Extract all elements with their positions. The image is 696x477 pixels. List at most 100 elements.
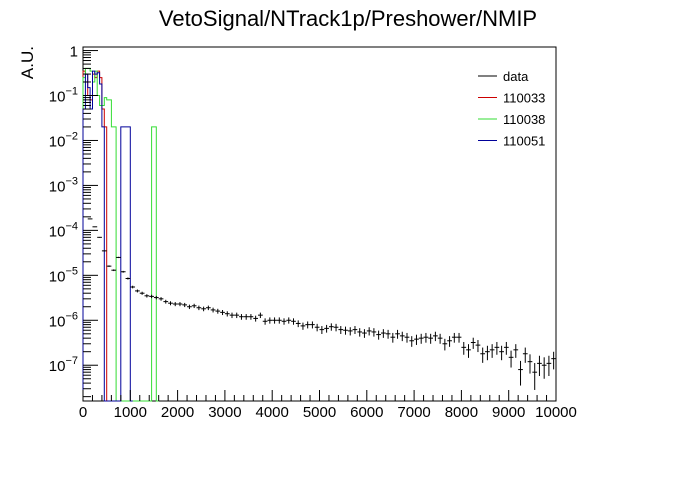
- data-point: [225, 311, 230, 316]
- data-point: [523, 348, 528, 363]
- data-point: [485, 346, 490, 360]
- data-point: [390, 333, 395, 343]
- data-point: [277, 317, 282, 323]
- data-point: [130, 286, 135, 289]
- data-point: [296, 320, 301, 327]
- data-point: [367, 327, 372, 335]
- data-point: [324, 325, 329, 333]
- data-point: [362, 329, 367, 338]
- data-point: [140, 292, 145, 295]
- data-point: [513, 344, 518, 358]
- legend-entry: 110033: [478, 91, 545, 106]
- x-tick-label: 3000: [208, 404, 241, 421]
- legend-entry: data: [478, 69, 529, 84]
- data-point: [409, 336, 414, 347]
- data-point: [239, 314, 244, 320]
- x-tick-label: 6000: [350, 404, 383, 421]
- data-point: [267, 317, 272, 323]
- data-point: [480, 348, 485, 363]
- data-point: [343, 327, 348, 335]
- data-point: [528, 354, 533, 373]
- plot-area: [83, 47, 556, 401]
- data-point: [253, 316, 258, 322]
- data-point: [182, 303, 187, 307]
- data-point: [116, 257, 121, 258]
- y-tick-label: 1: [70, 44, 78, 61]
- data-point: [542, 357, 547, 378]
- y-tick-label: 10−6: [49, 310, 78, 330]
- data-point: [272, 317, 277, 323]
- legend-label: 110033: [503, 91, 545, 106]
- data-point: [348, 327, 353, 335]
- data-point: [428, 334, 433, 344]
- data-point: [111, 269, 116, 271]
- data-point: [499, 346, 504, 360]
- data-point: [244, 314, 249, 320]
- y-axis-tick-labels: 110−110−210−310−410−510−610−7: [49, 44, 78, 376]
- data-point: [230, 313, 235, 318]
- data-point: [135, 290, 140, 293]
- data-point: [419, 334, 424, 344]
- data-point: [476, 340, 481, 352]
- histogram-lines: [83, 68, 159, 401]
- data-point: [334, 324, 339, 331]
- data-point: [291, 318, 296, 324]
- data-point: [159, 297, 164, 301]
- x-tick-label: 7000: [397, 404, 430, 421]
- data-point: [509, 351, 514, 368]
- data-point: [192, 304, 197, 308]
- data-point: [282, 318, 287, 324]
- data-point: [338, 326, 343, 334]
- data-points: [83, 82, 556, 390]
- legend: data 110033 110038 110051: [478, 69, 545, 149]
- data-point: [452, 333, 457, 343]
- data-point: [126, 277, 131, 279]
- x-tick-label: 1000: [114, 404, 147, 421]
- x-tick-label: 10000: [535, 404, 577, 421]
- data-point: [97, 237, 102, 238]
- data-point: [532, 363, 537, 390]
- y-tick-label: 10−2: [49, 130, 78, 150]
- data-point: [447, 336, 452, 347]
- data-point: [102, 250, 107, 251]
- data-point: [372, 328, 377, 336]
- data-point: [381, 329, 386, 338]
- data-point: [121, 271, 126, 273]
- legend-label: 110038: [503, 112, 545, 127]
- legend-entry: 110051: [478, 134, 545, 149]
- data-point: [395, 330, 400, 339]
- data-point: [301, 323, 306, 330]
- data-point: [551, 352, 556, 370]
- data-point: [144, 294, 149, 297]
- y-tick-label: 10−3: [49, 175, 78, 195]
- data-point: [518, 361, 523, 386]
- data-point: [461, 342, 466, 355]
- data-point: [400, 332, 405, 341]
- y-tick-label: 10−4: [49, 220, 78, 240]
- data-point: [457, 333, 462, 343]
- plot-frame: [83, 47, 556, 401]
- data-point: [466, 344, 471, 358]
- legend-entry: 110038: [478, 112, 545, 127]
- x-tick-label: 5000: [303, 404, 336, 421]
- data-point: [92, 227, 97, 228]
- data-point: [168, 301, 173, 305]
- y-tick-label: 10−5: [49, 265, 78, 285]
- data-point: [234, 313, 239, 318]
- data-point: [433, 332, 438, 341]
- chart-title: VetoSignal/NTrack1p/Preshower/NMIP: [159, 6, 537, 31]
- y-axis-ticks: [83, 51, 98, 397]
- data-point: [495, 342, 500, 355]
- data-point: [197, 306, 202, 310]
- data-point: [504, 342, 509, 355]
- y-axis-label: A.U.: [18, 46, 37, 79]
- data-point: [220, 310, 225, 315]
- data-point: [471, 338, 476, 349]
- data-point: [353, 326, 358, 334]
- data-point: [424, 333, 429, 343]
- data-point: [376, 331, 381, 340]
- x-tick-label: 2000: [161, 404, 194, 421]
- data-point: [305, 321, 310, 328]
